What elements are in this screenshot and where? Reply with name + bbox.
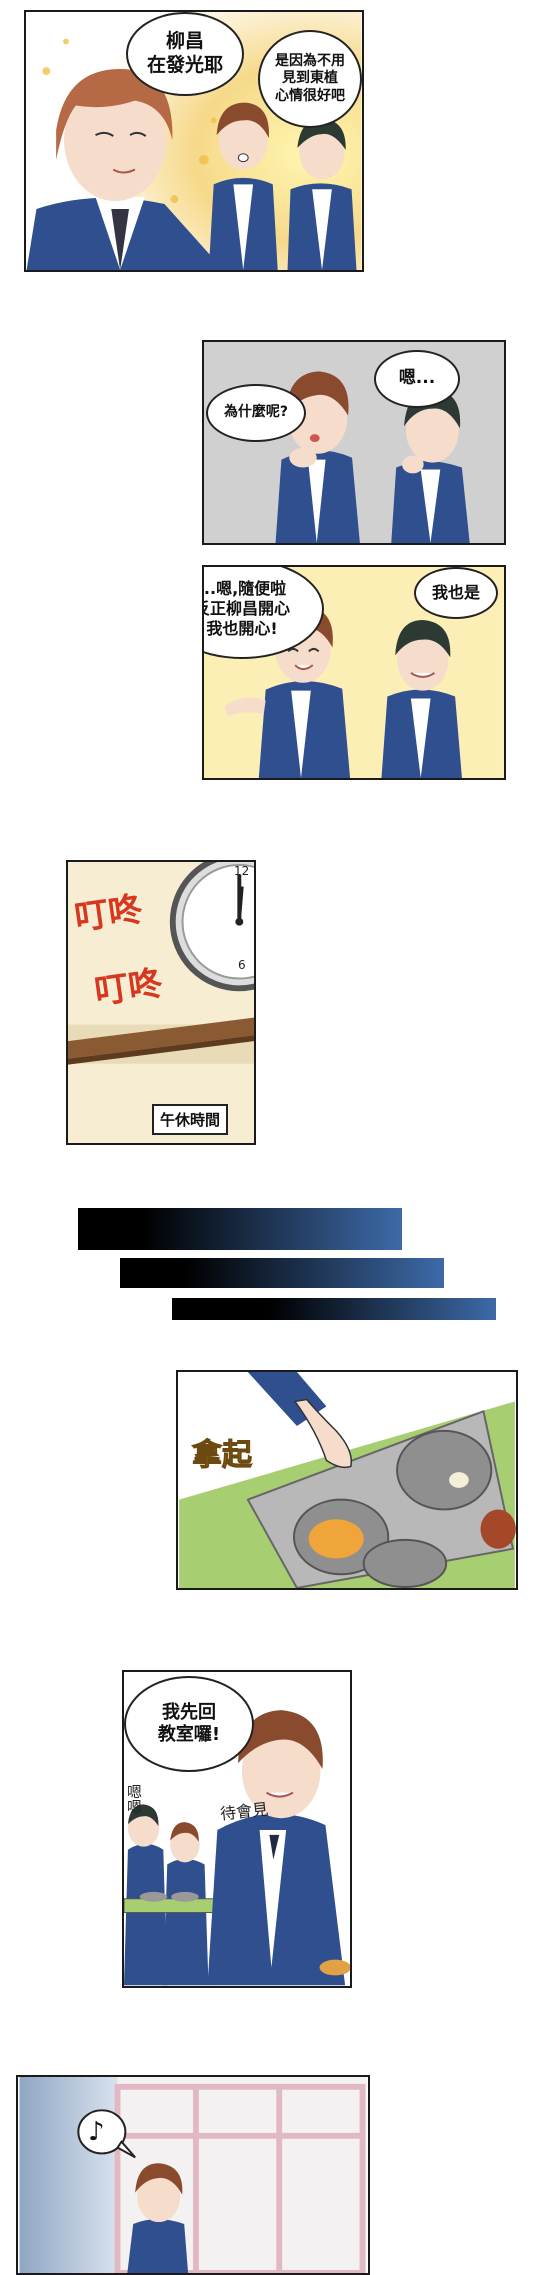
speech-bubble: 是因為不用 見到東植 心情很好吧 (258, 30, 362, 128)
chime-sfx: 叮咚 (72, 889, 145, 939)
speech-bubble: 我先回 教室囉! (124, 1676, 254, 1772)
transition-bar (78, 1208, 402, 1250)
panel-6: 我先回 教室囉! 嗯嗯 待會見 (122, 1670, 352, 1988)
chime-sfx: 叮咚 (92, 963, 165, 1013)
panel-7: ♪ (16, 2075, 370, 2275)
panel-7-art (19, 2077, 367, 2273)
panel-4: 12 6 叮咚 叮咚 午休時間 (66, 860, 256, 1145)
panel-1: 柳昌 在發光耶 是因為不用 見到東植 心情很好吧 (24, 10, 364, 272)
transition-bar (172, 1298, 496, 1320)
clock-number: 6 (238, 958, 246, 972)
panel-3: ...嗯,隨便啦 反正柳昌開心 我也開心! 我也是 (202, 565, 506, 780)
panel-4-art (68, 862, 254, 1142)
panel-2: 為什麼呢? 嗯... (202, 340, 506, 545)
music-note-icon: ♪ (88, 2117, 105, 2147)
speech-bubble: 柳昌 在發光耶 (126, 12, 244, 96)
speech-bubble: 嗯... (374, 350, 460, 408)
panel-5: 拿起 (176, 1370, 518, 1590)
transition-bar (120, 1258, 444, 1288)
panel-5-art (179, 1372, 516, 1588)
speech-bubble: ...嗯,隨便啦 反正柳昌開心 我也開心! (204, 567, 324, 659)
caption-box: 午休時間 (152, 1104, 229, 1135)
clock-number: 12 (234, 864, 250, 878)
speech-bubble: 為什麼呢? (206, 384, 306, 442)
pick-up-sfx: 拿起 (192, 1438, 253, 1474)
speech-bubble: 我也是 (414, 567, 498, 619)
nod-sfx: 嗯嗯 (125, 1784, 143, 1814)
see-you-sfx: 待會見 (219, 1799, 270, 1824)
